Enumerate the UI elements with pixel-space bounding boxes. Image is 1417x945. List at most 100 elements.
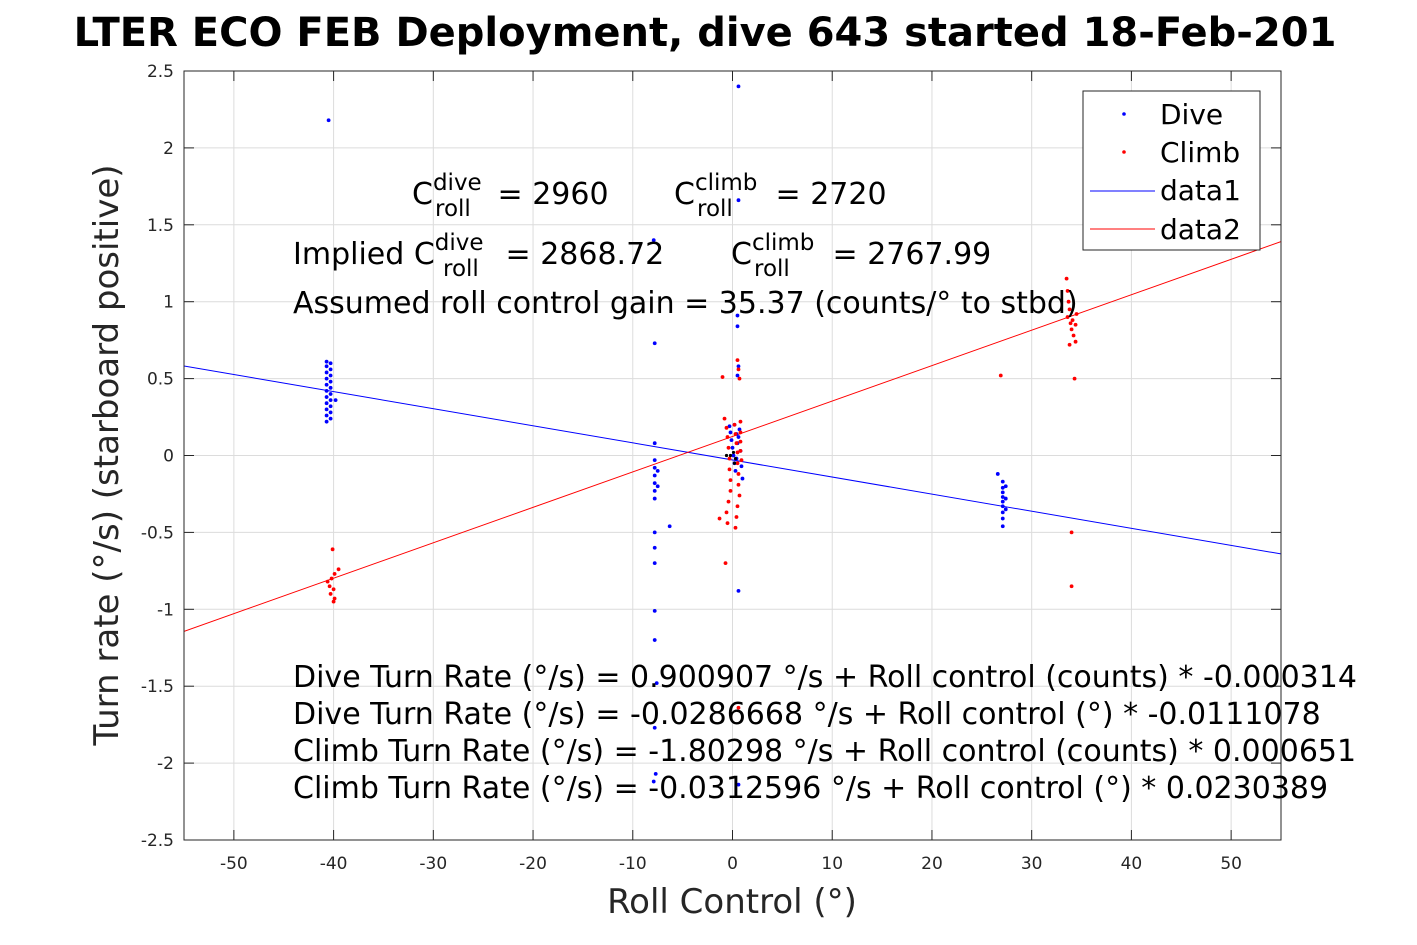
x-tick-label: -20 <box>519 854 547 874</box>
data-point-climb <box>327 584 332 589</box>
data-point-dive <box>733 468 738 473</box>
data-point-climb <box>733 432 738 436</box>
data-point-climb <box>717 516 722 521</box>
data-point-dive <box>328 410 333 415</box>
data-point-dive <box>328 416 333 421</box>
data-point-climb <box>1066 299 1071 304</box>
legend-label-data2: data2 <box>1160 213 1241 246</box>
data-point-dive <box>995 472 1000 476</box>
data-point-dive <box>735 313 740 318</box>
data-point-dive <box>326 118 331 123</box>
data-point-climb <box>733 525 738 530</box>
data-point-climb <box>734 515 739 519</box>
data-point-climb <box>736 472 741 476</box>
data-point-dive <box>324 376 329 381</box>
y-tick-label: 2.5 <box>147 62 174 82</box>
x-axis-label: Roll Control (°) <box>607 882 857 922</box>
implied-climb-sub: roll <box>754 256 790 282</box>
data-point-dive <box>328 373 333 378</box>
data-point-climb <box>1065 315 1070 319</box>
fit-equation-dive-degrees: Dive Turn Rate (°/s) = -0.0286668 °/s + … <box>293 697 1321 732</box>
data-point-climb <box>727 456 732 461</box>
data-point-climb <box>1072 376 1077 381</box>
c-roll-dive: Cdive roll = 2960 <box>412 170 609 222</box>
data-point-climb <box>998 373 1003 378</box>
data-point-dive <box>740 476 745 481</box>
implied-dive-sup: dive <box>435 230 484 256</box>
data-point-dive <box>652 638 657 642</box>
data-point-climb <box>331 599 336 604</box>
c-roll-climb: Cclimb roll = 2720 <box>674 170 887 222</box>
implied-c-roll-dive: Implied Cdive roll = 2868.72 <box>293 230 664 282</box>
data-point-dive <box>652 496 657 501</box>
data-point-climb <box>736 705 741 710</box>
data-point-climb <box>1074 312 1079 316</box>
data-point-dive <box>324 364 329 369</box>
data-point-climb <box>1064 276 1069 281</box>
data-point-dive <box>1003 484 1008 489</box>
data-point-climb <box>1073 339 1078 344</box>
data-point-climb <box>1065 289 1070 293</box>
c-roll-dive-sub: roll <box>435 196 471 222</box>
data-point-dive <box>652 458 657 463</box>
data-point-dive <box>1000 524 1005 529</box>
data-point-climb <box>1070 318 1075 323</box>
data-point-dive <box>728 430 733 435</box>
data-point-dive <box>324 382 329 387</box>
legend-box <box>1082 90 1261 251</box>
data-point-dive <box>737 427 742 432</box>
data-point-climb <box>726 445 731 450</box>
data-point-dive <box>328 361 333 366</box>
fit-equation-climb-counts: Climb Turn Rate (°/s) = -1.80298 °/s + R… <box>293 734 1356 769</box>
data-point-climb <box>723 561 728 566</box>
data-point-dive <box>651 238 656 243</box>
data-point-black <box>731 450 736 455</box>
legend-label-data1: data1 <box>1160 174 1241 207</box>
data-point-climb <box>1067 342 1072 347</box>
roll-coefficients: Cdive roll = 2960 Cclimb roll = 2720 Impli… <box>293 170 1078 321</box>
data-point-dive <box>652 608 657 613</box>
data-point-climb <box>738 430 743 435</box>
data-point-dive <box>328 404 333 409</box>
data-point-climb <box>725 521 730 526</box>
y-tick-label: 0 <box>163 447 174 467</box>
data-point-climb <box>1071 333 1076 338</box>
x-tick-label: 30 <box>1021 854 1043 874</box>
data-point-dive <box>736 198 741 203</box>
data-point-climb <box>728 488 733 493</box>
data-point-dive <box>1000 516 1005 521</box>
data-point-dive <box>652 465 657 470</box>
data-point-dive <box>324 395 329 399</box>
y-tick-label: -1 <box>157 600 174 620</box>
data-point-dive <box>735 324 740 329</box>
data-point-dive <box>1000 510 1005 515</box>
x-tick-label: -10 <box>619 854 647 874</box>
c-roll-climb-base: C <box>674 177 695 212</box>
data-point-dive <box>1000 490 1005 495</box>
implied-c-roll-climb: Cclimb roll = 2767.99 <box>731 230 991 282</box>
legend-label-climb: Climb <box>1160 136 1240 169</box>
data-point-black <box>732 461 737 465</box>
data-point-climb <box>1067 307 1072 312</box>
data-point-climb <box>728 478 733 483</box>
x-tick-label: 50 <box>1220 854 1242 874</box>
data-point-climb <box>735 358 740 363</box>
data-point-dive <box>324 370 329 375</box>
data-point-dive <box>736 84 741 89</box>
data-point-dive <box>328 385 333 390</box>
data-point-dive <box>328 367 333 372</box>
implied-climb-value: = 2767.99 <box>823 237 991 272</box>
data-point-climb <box>1068 321 1073 326</box>
data-point-climb <box>330 547 335 552</box>
x-tick-label: 10 <box>821 854 843 874</box>
fit-equations: Dive Turn Rate (°/s) = 0.900907 °/s + Ro… <box>293 660 1357 806</box>
data-point-dive <box>324 419 329 424</box>
data-point-climb <box>328 592 333 596</box>
y-tick-label: -0.5 <box>141 523 174 543</box>
implied-prefix: Implied C <box>293 237 435 272</box>
legend: Dive Climb data1 data2 <box>1082 90 1261 251</box>
data-point-climb <box>332 596 337 601</box>
x-tick-label: 20 <box>921 854 943 874</box>
data-point-climb <box>738 439 743 444</box>
data-point-climb <box>726 499 731 504</box>
